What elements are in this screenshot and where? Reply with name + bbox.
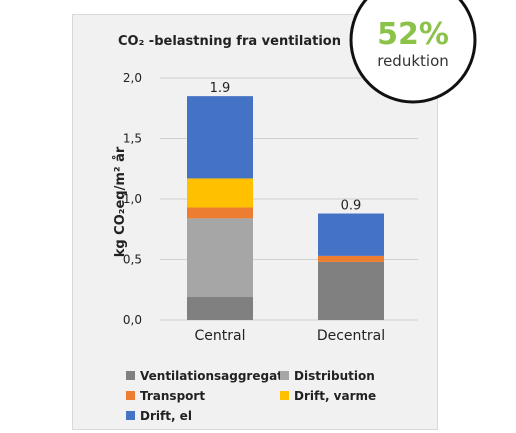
y-tick-label: 1,0 [123,192,142,206]
legend-label: Drift, el [140,409,192,423]
legend-swatch [280,371,289,380]
legend-swatch [126,371,135,380]
x-tick-label: Decentral [317,328,385,344]
legend-swatch [126,411,135,420]
bars [187,96,384,320]
legend-swatch [126,391,135,400]
data-label: 0.9 [341,199,362,214]
reduction-badge: 52% reduktion [349,0,477,104]
bar-segment [318,255,384,262]
legend-swatch [280,391,289,400]
y-tick-label: 1,5 [123,132,142,146]
badge-label: reduktion [377,52,449,70]
legend-label: Ventilationsaggregat [140,369,283,383]
y-tick-label: 0,0 [123,313,142,327]
y-tick-label: 0,5 [123,253,142,267]
bar-segment [187,297,253,320]
bar-segment [318,261,384,320]
legend-label: Distribution [294,369,375,383]
bar-segment [318,213,384,256]
bar-segment [187,218,253,298]
labels: 0,0 0,5 1,0 1,5 2,0 1.9 Central 0.9 Decentral [123,71,385,344]
x-tick-label: Central [195,328,246,344]
badge-value: 52% [377,17,449,52]
badge-circle [349,0,477,104]
legend-label: Transport [140,389,205,403]
chart-title: CO₂ -belastning fra ventilation [118,34,341,49]
bar-segment [187,207,253,219]
legend-label: Drift, varme [294,389,376,403]
bar-segment [187,178,253,208]
y-tick-label: 2,0 [123,71,142,85]
bar-segment [187,96,253,179]
legend: Ventilationsaggregat Distribution Transpor… [126,369,376,423]
y-axis-label: kg CO₂eq/m² år [113,146,128,257]
data-label: 1.9 [210,81,231,96]
